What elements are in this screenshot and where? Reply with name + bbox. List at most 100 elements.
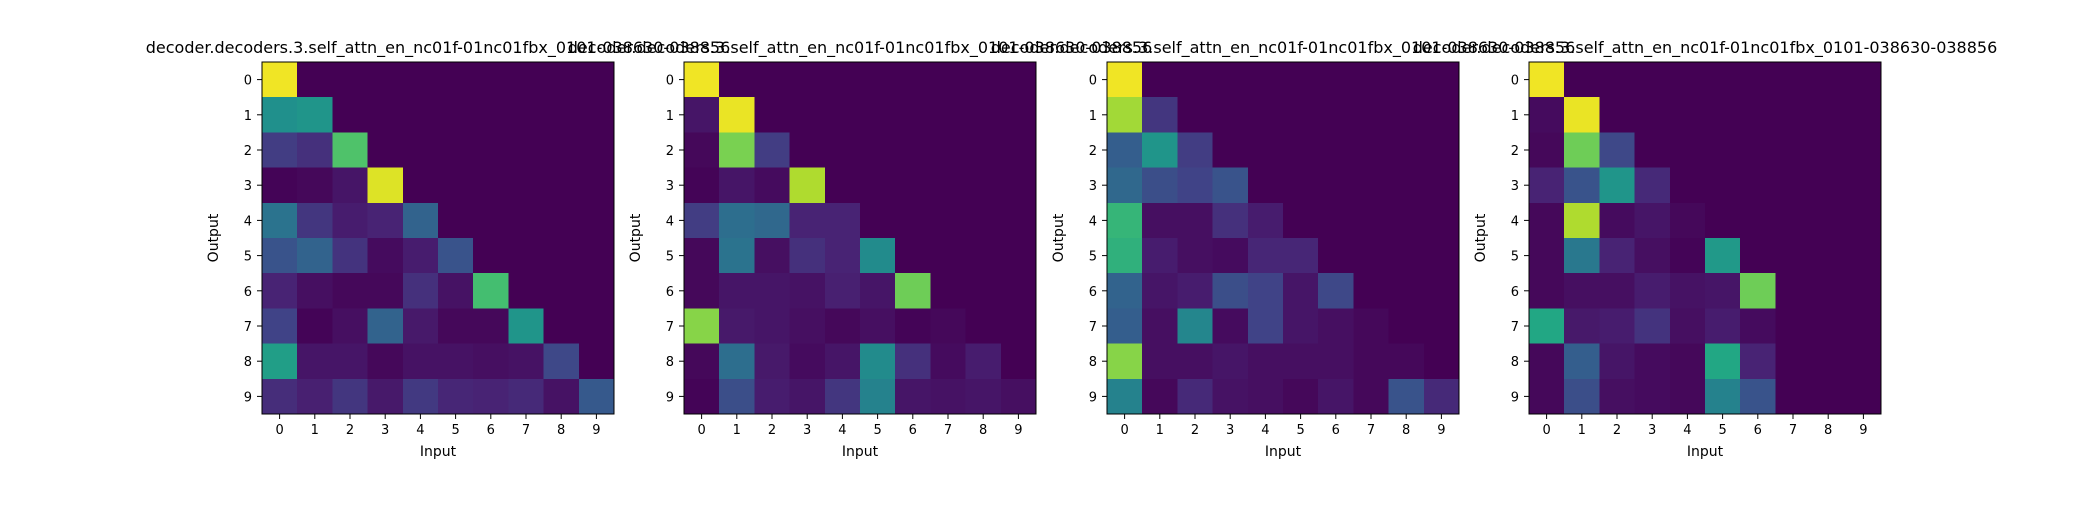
heatmap-cell-9-2 [332,378,368,415]
heatmap-cell-1-8 [1388,97,1425,133]
heatmap-cell-9-5 [1705,378,1741,415]
x-tick-label: 2 [768,423,776,438]
heatmap-cell-5-3 [1212,238,1249,274]
heatmap-cell-1-7 [1775,97,1811,133]
heatmap-cell-9-6 [895,378,931,415]
heatmap-cell-5-2 [754,238,790,274]
heatmap-cell-1-7 [930,97,966,133]
heatmap-cell-2-5 [860,132,896,168]
heatmap-cell-1-6 [1318,97,1354,133]
y-axis-label: Output [1473,213,1489,262]
x-axis-label: Input [842,444,879,460]
heatmap-cell-3-0 [1529,167,1565,204]
heatmap-cell-1-2 [754,97,790,133]
heatmap-cell-4-6 [473,202,509,239]
heatmap-cell-0-2 [1177,62,1213,98]
heatmap-cell-8-7 [930,343,966,380]
heatmap-cell-1-0 [684,97,720,133]
heatmap-cell-7-9 [1000,308,1037,344]
heatmap-cell-5-0 [684,238,720,274]
heatmap-cell-2-7 [930,132,966,168]
heatmap-cell-8-9 [1000,343,1037,380]
heatmap-cell-2-1 [719,132,755,168]
heatmap-cell-7-7 [930,308,966,344]
heatmap-cell-5-7 [1775,238,1811,274]
heatmap-cell-8-2 [754,343,790,380]
heatmap-cell-2-2 [1177,132,1213,168]
heatmap-cell-8-0 [1529,343,1565,380]
heatmap-cell-3-1 [719,167,755,204]
heatmap-cell-3-8 [543,167,580,204]
heatmap-cell-3-9 [1000,167,1037,204]
heatmap-cell-3-8 [1810,167,1847,204]
x-axis-label: Input [420,444,457,460]
heatmap-cell-3-1 [297,167,333,204]
heatmap-cell-9-9 [1845,378,1882,415]
y-tick-label: 4 [666,214,674,229]
heatmap-cell-4-5 [438,202,474,239]
heatmap-cell-6-2 [754,273,790,309]
heatmap-cell-4-5 [1283,202,1319,239]
heatmap-cell-8-1 [1142,343,1178,380]
heatmap-cell-5-8 [543,238,580,274]
heatmap-cell-0-5 [438,62,474,98]
heatmap-cell-4-9 [578,202,615,239]
x-tick-label: 8 [1402,423,1410,438]
y-tick-label: 8 [1511,355,1519,370]
heatmap-cell-3-8 [965,167,1002,204]
heatmap-cell-8-6 [1318,343,1354,380]
heatmap-cell-6-7 [1353,273,1389,309]
heatmap-cell-2-4 [1669,132,1706,168]
heatmap-cell-7-1 [719,308,755,344]
x-tick-label: 2 [346,423,354,438]
heatmap-cell-9-5 [438,378,474,415]
x-tick-label: 8 [557,423,565,438]
heatmap-cell-8-7 [508,343,544,380]
axes-frame [261,61,615,415]
heatmap-cell-5-8 [1388,238,1425,274]
heatmap-cell-2-0 [1107,132,1143,168]
heatmap-cell-9-5 [1283,378,1319,415]
heatmap-panel-3: 0 1 2 3 4 5 6 7 8 9 0 1 2 3 4 5 6 7 8 9 Input Output decoder.d… [991,38,1576,460]
x-tick-label: 7 [944,423,952,438]
heatmap-cell-5-5 [438,238,474,274]
heatmap-cell-8-1 [1564,343,1600,380]
heatmap-cell-5-7 [930,238,966,274]
x-tick-label: 8 [979,423,987,438]
heatmap-cell-3-3 [367,167,404,204]
heatmap-cell-2-3 [789,132,826,168]
heatmap-cell-1-6 [895,97,931,133]
heatmap-cell-6-8 [1810,273,1847,309]
heatmap-cell-2-8 [965,132,1002,168]
y-tick-label: 9 [1511,390,1519,405]
y-tick-label: 6 [666,285,674,300]
heatmap-cell-8-8 [1388,343,1425,380]
heatmap-cell-0-7 [1353,62,1389,98]
heatmap-cell-9-7 [930,378,966,415]
y-tick-label: 7 [1089,320,1097,335]
heatmap-cell-7-6 [1740,308,1776,344]
heatmap-cell-7-2 [1599,308,1635,344]
heatmap-cell-7-5 [1283,308,1319,344]
heatmap-cell-4-3 [789,202,826,239]
heatmap-cell-1-5 [1705,97,1741,133]
x-tick-label: 3 [1648,423,1656,438]
heatmap-cell-5-4 [402,238,439,274]
heatmap-cell-9-6 [1740,378,1776,415]
x-tick-label: 1 [311,423,319,438]
y-tick-label: 8 [1089,355,1097,370]
heatmap-cell-4-1 [297,202,333,239]
heatmap-cell-1-0 [262,97,298,133]
heatmap-cell-3-7 [930,167,966,204]
x-tick-label: 4 [416,423,424,438]
heatmap-cell-7-0 [1107,308,1143,344]
y-tick-label: 5 [1089,250,1097,265]
heatmap-cell-3-2 [332,167,368,204]
heatmap-cell-8-8 [965,343,1002,380]
heatmap-cell-9-0 [1107,378,1143,415]
heatmap-cell-4-6 [1318,202,1354,239]
heatmap-cell-0-4 [1669,62,1706,98]
heatmap-cell-2-7 [1353,132,1389,168]
heatmap-cell-9-0 [684,378,720,415]
y-tick-label: 3 [666,179,674,194]
